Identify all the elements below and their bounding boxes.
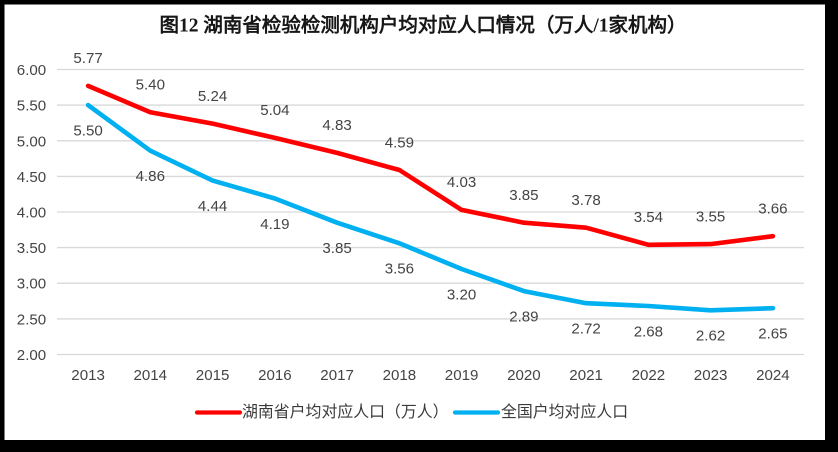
svg-text:2019: 2019 — [445, 367, 479, 384]
svg-text:2024: 2024 — [756, 367, 790, 384]
svg-text:3.66: 3.66 — [758, 201, 787, 218]
svg-text:4.44: 4.44 — [198, 198, 227, 215]
svg-text:2016: 2016 — [258, 367, 292, 384]
svg-text:3.56: 3.56 — [385, 261, 414, 278]
svg-text:2.65: 2.65 — [758, 326, 787, 343]
svg-text:4.83: 4.83 — [322, 117, 351, 134]
svg-text:4.03: 4.03 — [447, 174, 476, 191]
svg-text:2.68: 2.68 — [634, 323, 663, 340]
svg-text:2015: 2015 — [196, 367, 230, 384]
svg-text:3.00: 3.00 — [17, 276, 46, 293]
svg-text:5.24: 5.24 — [198, 88, 227, 105]
svg-text:2.50: 2.50 — [17, 311, 46, 328]
svg-text:3.55: 3.55 — [696, 208, 725, 225]
svg-text:5.00: 5.00 — [17, 133, 46, 150]
svg-text:图12 湖南省检验检测机构户均对应人口情况（万人/1家机构）: 图12 湖南省检验检测机构户均对应人口情况（万人/1家机构） — [159, 14, 686, 37]
svg-text:2017: 2017 — [320, 367, 354, 384]
svg-text:2014: 2014 — [134, 367, 168, 384]
svg-text:5.40: 5.40 — [136, 77, 165, 94]
svg-text:3.50: 3.50 — [17, 240, 46, 257]
svg-text:6.00: 6.00 — [17, 62, 46, 79]
svg-text:全国户均对应人口: 全国户均对应人口 — [501, 402, 628, 421]
svg-text:2018: 2018 — [383, 367, 417, 384]
svg-text:2021: 2021 — [569, 367, 603, 384]
svg-text:湖南省户均对应人口（万人）: 湖南省户均对应人口（万人） — [242, 402, 449, 421]
svg-text:3.85: 3.85 — [322, 240, 351, 257]
svg-text:3.20: 3.20 — [447, 286, 476, 303]
svg-text:3.78: 3.78 — [571, 192, 600, 209]
svg-text:2022: 2022 — [632, 367, 666, 384]
svg-text:3.85: 3.85 — [509, 187, 538, 204]
svg-text:3.54: 3.54 — [634, 209, 663, 226]
svg-text:5.50: 5.50 — [73, 122, 102, 139]
svg-text:4.59: 4.59 — [385, 134, 414, 151]
svg-text:4.50: 4.50 — [17, 169, 46, 186]
svg-text:2.00: 2.00 — [17, 347, 46, 364]
svg-text:4.19: 4.19 — [260, 216, 289, 233]
svg-text:2.62: 2.62 — [696, 328, 725, 345]
svg-text:4.00: 4.00 — [17, 205, 46, 222]
svg-text:5.04: 5.04 — [260, 102, 289, 119]
svg-text:2013: 2013 — [71, 367, 105, 384]
svg-text:2.89: 2.89 — [509, 308, 538, 325]
svg-text:5.50: 5.50 — [17, 98, 46, 115]
svg-text:2023: 2023 — [694, 367, 728, 384]
svg-text:2.72: 2.72 — [571, 321, 600, 338]
svg-text:5.77: 5.77 — [73, 50, 102, 67]
svg-text:4.86: 4.86 — [136, 168, 165, 185]
svg-text:2020: 2020 — [507, 367, 541, 384]
